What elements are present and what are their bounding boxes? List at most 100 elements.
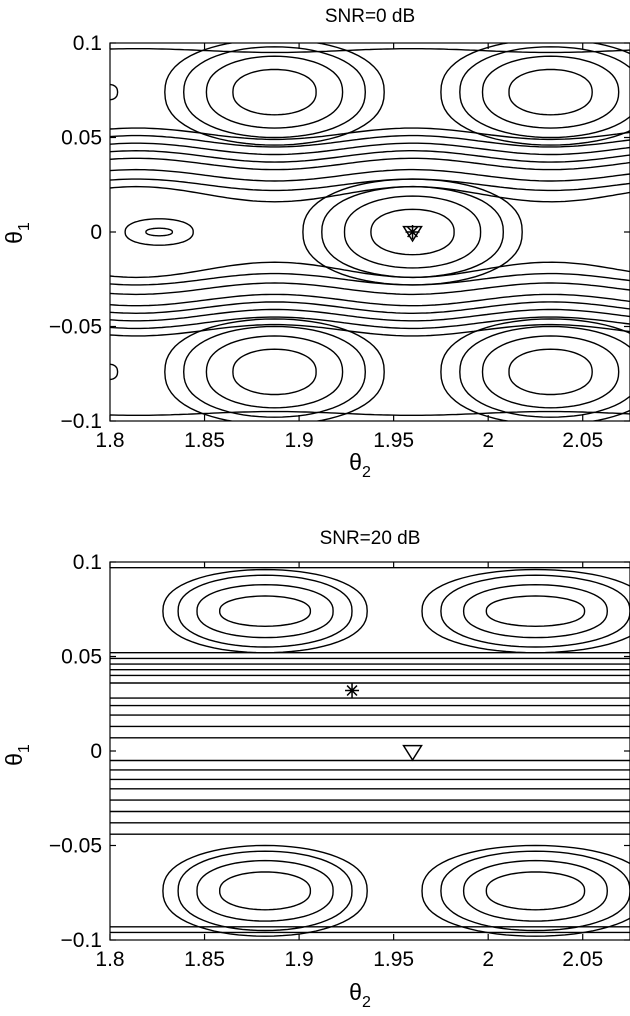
chart-title: SNR=0 dB xyxy=(325,6,415,27)
y-tick-label: −0.1 xyxy=(61,410,102,433)
contour-loop xyxy=(177,850,353,932)
contour-loop xyxy=(110,363,119,381)
contour-panel-snr-20db: SNR=20 dB 1.8 1.85 1.9 1.95 2 2.05 −0.1 −0.05 0 0… xyxy=(1,528,630,1011)
contour-loop xyxy=(218,595,312,628)
contour-line xyxy=(110,178,630,192)
asterisk-marker xyxy=(345,683,360,698)
chart-title: SNR=20 dB xyxy=(320,528,421,549)
contour-loop xyxy=(302,178,523,286)
contour-lines xyxy=(110,567,630,937)
contour-loop xyxy=(508,68,593,116)
x-tick-label: 1.8 xyxy=(95,429,124,452)
contour-loop xyxy=(485,871,586,911)
contour-loop xyxy=(164,43,385,146)
x-axis-label-sub: 2 xyxy=(362,994,371,1011)
x-tick-label: 1.8 xyxy=(95,948,124,971)
contour-loop xyxy=(162,844,368,937)
contour-loop xyxy=(462,859,609,922)
x-axis-label-sub: 2 xyxy=(362,464,371,481)
contour-line xyxy=(110,127,630,141)
x-tick-label: 1.95 xyxy=(373,948,414,971)
plot-frame xyxy=(109,561,630,941)
y-tick-label: 0.1 xyxy=(73,551,102,574)
contour-line xyxy=(110,272,630,286)
contour-loop xyxy=(110,83,119,101)
y-axis-label: θ1 xyxy=(1,222,33,244)
y-tick-label: 0 xyxy=(90,221,102,244)
contour-line xyxy=(110,308,630,322)
contour-line xyxy=(110,185,630,203)
contour-panel-snr-0db: SNR=0 dB 1.8 1.85 1.9 1.95 2 2.05−0.1−0.0500.… xyxy=(1,6,630,481)
x-tick-label: 2 xyxy=(482,429,494,452)
contour-loop xyxy=(485,595,586,628)
contour-loop xyxy=(370,208,455,256)
triangle-down-marker xyxy=(402,225,423,243)
contour-loop xyxy=(145,227,174,237)
x-tick-label: 1.95 xyxy=(373,429,414,452)
contour-loop xyxy=(205,55,344,129)
plot-area: 1.8 1.85 1.9 1.95 2 2.05 −0.1 −0.05 0 0.05 0.1 xyxy=(49,32,630,452)
y-tick-label: −0.05 xyxy=(49,316,102,339)
contour-line xyxy=(110,142,630,156)
x-tick-label: 1.9 xyxy=(284,948,313,971)
y-tick-label: 0 xyxy=(90,740,102,763)
x-tick-label: 1.9 xyxy=(284,429,313,452)
contour-line xyxy=(110,261,630,279)
y-axis-label-sub: 1 xyxy=(16,222,33,231)
contour-loop xyxy=(232,68,317,116)
x-axis-label-main: θ xyxy=(349,979,362,1005)
x-tick-label: 2.05 xyxy=(562,948,603,971)
x-tick-label: 2.05 xyxy=(562,429,603,452)
y-axis-label-main: θ xyxy=(1,753,27,766)
contour-loop xyxy=(182,325,367,418)
contour-loop xyxy=(421,844,630,937)
plot-frame xyxy=(109,42,630,422)
y-tick-label: 0.05 xyxy=(61,127,102,150)
x-axis-label-main: θ xyxy=(349,449,362,475)
contour-loop xyxy=(218,871,312,911)
contour-line xyxy=(110,282,630,296)
contour-loop xyxy=(164,318,385,421)
contour-loop xyxy=(196,583,334,639)
x-tick-label: 1.85 xyxy=(184,429,225,452)
contour-loop xyxy=(321,185,505,279)
contour-line xyxy=(110,410,630,416)
triangle-down-marker xyxy=(402,744,423,762)
contour-line xyxy=(110,316,630,330)
contour-loop xyxy=(459,325,630,418)
contour-line xyxy=(110,301,630,315)
contour-loop xyxy=(481,335,620,409)
plot-area: 1.8 1.85 1.9 1.95 2 2.05 −0.1 −0.05 0 0.05 0.1 xyxy=(49,551,630,971)
contour-loop xyxy=(182,46,367,139)
contour-line xyxy=(110,48,630,54)
contour-loop xyxy=(440,574,630,648)
contour-loop xyxy=(205,335,344,409)
contour-line xyxy=(110,323,630,337)
contour-loop xyxy=(462,583,609,639)
contour-loop xyxy=(232,348,317,396)
x-tick-label: 1.85 xyxy=(184,948,225,971)
contour-loop xyxy=(440,43,630,146)
x-axis-label: θ2 xyxy=(349,979,371,1011)
contour-loop xyxy=(481,55,620,129)
contour-line xyxy=(110,168,630,182)
contour-loop xyxy=(343,195,482,269)
contour-loop xyxy=(162,568,368,654)
y-tick-label: 0.1 xyxy=(73,32,102,55)
y-axis-label-main: θ xyxy=(1,231,27,244)
contour-loop xyxy=(196,859,334,922)
contour-loop xyxy=(508,348,593,396)
contour-line xyxy=(110,134,630,148)
contour-line xyxy=(110,157,630,171)
asterisk-marker xyxy=(405,225,420,239)
x-axis-label: θ2 xyxy=(349,449,371,481)
contour-loop xyxy=(440,850,630,932)
y-tick-label: −0.05 xyxy=(49,835,102,858)
contour-loop xyxy=(124,218,194,246)
y-axis-label: θ1 xyxy=(1,744,33,766)
y-axis-label-sub: 1 xyxy=(16,744,33,753)
contour-line xyxy=(110,149,630,163)
x-tick-label: 2 xyxy=(482,948,494,971)
contour-loop xyxy=(459,46,630,139)
